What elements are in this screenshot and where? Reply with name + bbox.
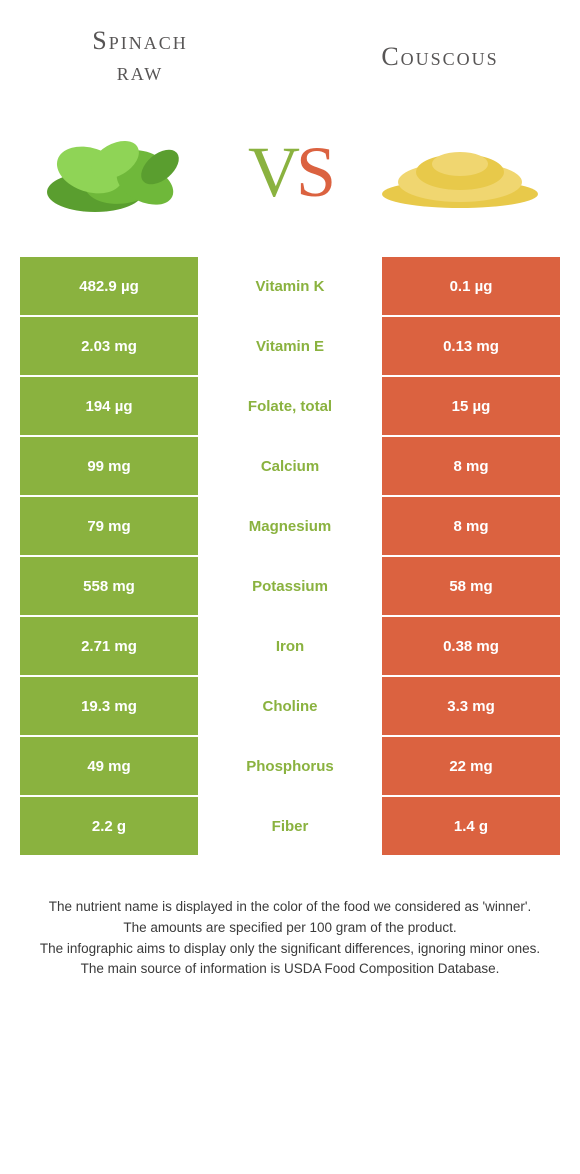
cell-nutrient-label: Vitamin E xyxy=(198,317,382,375)
vs-label: VS xyxy=(248,131,332,214)
cell-right-value: 8 mg xyxy=(382,437,560,495)
cell-right-value: 0.38 mg xyxy=(382,617,560,675)
cell-nutrient-label: Magnesium xyxy=(198,497,382,555)
header: Spinach raw Couscous xyxy=(0,0,580,97)
table-row: 482.9 µgVitamin K0.1 µg xyxy=(20,257,560,315)
cell-left-value: 2.03 mg xyxy=(20,317,198,375)
cell-left-value: 2.2 g xyxy=(20,797,198,855)
cell-right-value: 3.3 mg xyxy=(382,677,560,735)
food-title-right: Couscous xyxy=(340,41,540,72)
cell-right-value: 58 mg xyxy=(382,557,560,615)
table-row: 99 mgCalcium8 mg xyxy=(20,437,560,495)
table-row: 558 mgPotassium58 mg xyxy=(20,557,560,615)
vs-row: VS xyxy=(0,97,580,257)
cell-nutrient-label: Vitamin K xyxy=(198,257,382,315)
cell-right-value: 1.4 g xyxy=(382,797,560,855)
table-row: 79 mgMagnesium8 mg xyxy=(20,497,560,555)
title-right: Couscous xyxy=(381,42,498,71)
cell-left-value: 194 µg xyxy=(20,377,198,435)
footnote-3: The infographic aims to display only the… xyxy=(30,939,550,959)
title-left-line2: raw xyxy=(40,56,240,87)
footnotes: The nutrient name is displayed in the co… xyxy=(0,857,580,978)
cell-right-value: 0.1 µg xyxy=(382,257,560,315)
cell-left-value: 2.71 mg xyxy=(20,617,198,675)
couscous-image xyxy=(370,117,550,227)
cell-left-value: 99 mg xyxy=(20,437,198,495)
cell-nutrient-label: Phosphorus xyxy=(198,737,382,795)
cell-nutrient-label: Iron xyxy=(198,617,382,675)
table-row: 2.2 gFiber1.4 g xyxy=(20,797,560,855)
table-row: 194 µgFolate, total15 µg xyxy=(20,377,560,435)
cell-nutrient-label: Calcium xyxy=(198,437,382,495)
cell-left-value: 79 mg xyxy=(20,497,198,555)
spinach-icon xyxy=(35,122,205,222)
cell-left-value: 482.9 µg xyxy=(20,257,198,315)
title-left-line1: Spinach xyxy=(40,25,240,56)
footnote-1: The nutrient name is displayed in the co… xyxy=(30,897,550,917)
cell-nutrient-label: Choline xyxy=(198,677,382,735)
cell-nutrient-label: Fiber xyxy=(198,797,382,855)
vs-v: V xyxy=(248,132,296,212)
table-row: 2.71 mgIron0.38 mg xyxy=(20,617,560,675)
footnote-4: The main source of information is USDA F… xyxy=(30,959,550,979)
footnote-2: The amounts are specified per 100 gram o… xyxy=(30,918,550,938)
cell-left-value: 558 mg xyxy=(20,557,198,615)
table-row: 2.03 mgVitamin E0.13 mg xyxy=(20,317,560,375)
cell-left-value: 49 mg xyxy=(20,737,198,795)
spinach-image xyxy=(30,117,210,227)
cell-right-value: 22 mg xyxy=(382,737,560,795)
table-row: 19.3 mgCholine3.3 mg xyxy=(20,677,560,735)
cell-right-value: 15 µg xyxy=(382,377,560,435)
cell-left-value: 19.3 mg xyxy=(20,677,198,735)
couscous-icon xyxy=(375,122,545,222)
table-row: 49 mgPhosphorus22 mg xyxy=(20,737,560,795)
cell-right-value: 8 mg xyxy=(382,497,560,555)
cell-right-value: 0.13 mg xyxy=(382,317,560,375)
vs-s: S xyxy=(296,132,332,212)
nutrient-table: 482.9 µgVitamin K0.1 µg2.03 mgVitamin E0… xyxy=(0,257,580,855)
food-title-left: Spinach raw xyxy=(40,25,240,87)
cell-nutrient-label: Potassium xyxy=(198,557,382,615)
cell-nutrient-label: Folate, total xyxy=(198,377,382,435)
